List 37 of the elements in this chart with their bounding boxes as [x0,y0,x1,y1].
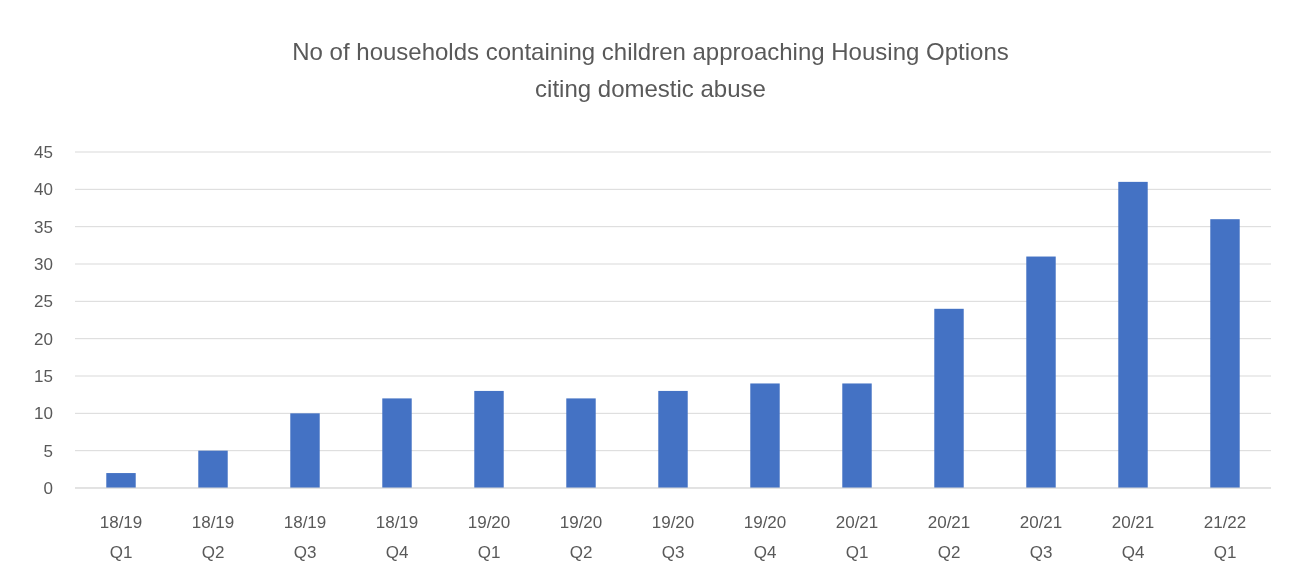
bar [106,473,136,488]
x-tick-label: 20/21 Q3 [1019,513,1063,562]
y-tick-label: 45 [34,142,53,162]
y-tick-label: 40 [34,180,53,200]
y-tick-label: 30 [34,254,53,274]
x-tick-label: 18/19 Q4 [375,513,419,562]
x-tick-label: 19/20 Q2 [559,513,603,562]
bar [1118,181,1148,488]
x-tick-label: 19/20 Q3 [651,513,695,562]
x-tick-label: 18/19 Q3 [283,513,327,562]
y-tick-label: 35 [34,217,53,237]
bar [750,383,780,488]
bar [290,413,320,488]
bar [658,390,688,488]
y-tick-label: 0 [43,478,53,498]
bar [842,383,872,488]
x-tick-label: 20/21 Q4 [1111,513,1155,562]
y-tick-label: 20 [34,329,53,349]
bar [474,390,504,488]
x-tick-label: 18/19 Q1 [99,513,143,562]
bar [934,308,964,488]
bar [1210,219,1240,488]
y-tick-label: 15 [34,366,53,386]
x-tick-label: 19/20 Q1 [467,513,511,562]
y-tick-label: 25 [34,292,53,312]
y-tick-label: 5 [43,441,53,461]
x-tick-label: 18/19 Q2 [191,513,235,562]
chart-title: No of households containing children approaching Housing Options citing domestic abuse [292,38,1009,102]
x-tick-label: 20/21 Q2 [927,513,971,562]
x-tick-label: 21/22 Q1 [1203,513,1247,562]
bar [566,398,596,488]
bar [1026,256,1056,488]
x-tick-label: 20/21 Q1 [835,513,879,562]
bar [198,450,228,488]
bar [382,398,412,488]
y-tick-label: 10 [34,404,53,424]
x-tick-label: 19/20 Q4 [743,513,787,562]
